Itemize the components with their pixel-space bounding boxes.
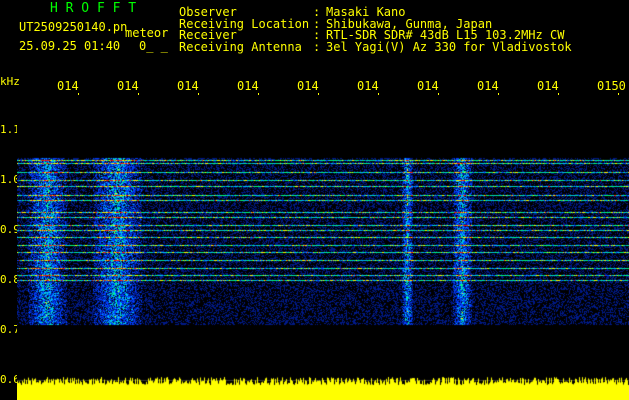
y-tick-label: 1.0 — [0, 173, 20, 186]
antenna-value: 3el Yagi(V) Az 330 for Vladivostok — [326, 40, 572, 54]
receiver-label: Receiver — [179, 28, 237, 42]
y-tick-label: 1.1 — [0, 123, 20, 136]
x-tick-mark — [258, 93, 259, 95]
observer-value: Masaki Kano — [326, 5, 406, 19]
x-tick-mark — [438, 93, 439, 95]
mode-label: meteor — [125, 26, 169, 40]
observer-label: Observer — [179, 5, 237, 19]
x-tick-mark — [498, 93, 499, 95]
colon: : — [313, 17, 321, 31]
colon: : — [313, 5, 321, 19]
x-tick-label: 0148 — [477, 79, 499, 93]
y-tick-label: 0.7 — [0, 323, 20, 336]
x-tick-label: 0150 — [597, 79, 626, 93]
x-tick-label: 0143 — [177, 79, 199, 93]
waterfall-spectrogram — [17, 100, 629, 400]
antenna-label: Receiving Antenna — [179, 40, 302, 54]
x-tick-mark — [138, 93, 139, 95]
x-tick-label: 0145 — [297, 79, 319, 93]
x-tick-mark — [618, 93, 619, 95]
x-tick-mark — [318, 93, 319, 95]
location-label: Receiving Location — [179, 17, 310, 31]
counter: 0_ _ — [139, 39, 168, 53]
app-title: H R O F F T — [50, 1, 137, 16]
x-tick-label: 0144 — [237, 79, 259, 93]
filename: UT2509250140.pn — [19, 20, 128, 34]
x-tick-mark — [78, 93, 79, 95]
y-tick-label: 0.6 — [0, 373, 20, 386]
x-tick-mark — [378, 93, 379, 95]
location-value: Shibukawa, Gunma, Japan — [326, 17, 493, 31]
x-tick-label: 0146 — [357, 79, 379, 93]
x-tick-label: 0147 — [417, 79, 439, 93]
y-tick-label: 0.8 — [0, 273, 20, 286]
x-tick-label: 0142 — [117, 79, 139, 93]
receiver-value: RTL-SDR SDR# 43dB L15 103.2MHz CW — [326, 28, 565, 42]
y-tick-label: 0.9 — [0, 223, 20, 236]
x-tick-mark — [558, 93, 559, 95]
colon: : — [313, 28, 321, 42]
datetime: 25.09.25 01:40 — [19, 39, 121, 53]
x-tick-label: 0141 — [57, 79, 79, 93]
x-tick-mark — [198, 93, 199, 95]
y-unit-label: kHz — [0, 75, 20, 88]
x-tick-label: 0149 — [537, 79, 559, 93]
colon: : — [313, 40, 321, 54]
